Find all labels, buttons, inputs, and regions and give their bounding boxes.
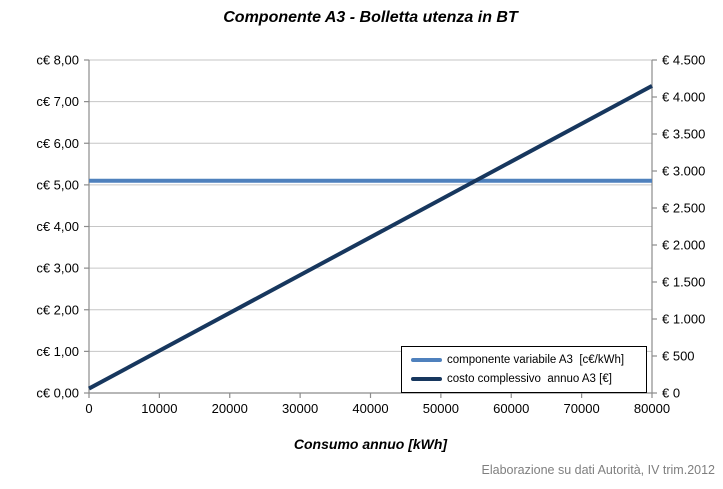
left-axis-tick-label: c€ 4,00 [36,219,79,234]
legend-label: componente variabile A3 [c€/kWh] [447,354,625,366]
right-axis-tick-label: € 0 [662,386,680,401]
left-axis-tick-label: c€ 3,00 [36,261,79,276]
x-axis-tick-label: 60000 [493,401,529,416]
left-axis-tick-label: c€ 2,00 [36,302,79,317]
left-axis-tick-label: c€ 7,00 [36,94,79,109]
left-axis-tick-label: c€ 5,00 [36,177,79,192]
left-axis-tick-label: c€ 0,00 [36,386,79,401]
right-axis-tick-label: € 3.500 [662,127,705,142]
x-axis-tick-label: 80000 [634,401,670,416]
right-axis-tick-label: € 1.000 [662,312,705,327]
legend-line-swatch [411,377,442,381]
x-axis-tick-label: 40000 [352,401,388,416]
right-axis-tick-label: € 4.000 [662,90,705,105]
left-axis-tick-label: c€ 8,00 [36,53,79,68]
legend-item: componente variabile A3 [c€/kWh] [411,354,642,366]
left-axis-tick-label: c€ 1,00 [36,344,79,359]
right-axis-tick-label: € 500 [662,349,695,364]
legend: componente variabile A3 [c€/kWh] costo co… [401,346,647,393]
x-axis-tick-label: 0 [85,401,92,416]
x-axis-title: Consumo annuo [kWh] [293,436,448,452]
source-note: Elaborazione su dati Autorità, IV trim.2… [481,463,715,477]
right-axis-tick-label: € 2.500 [662,201,705,216]
x-axis-tick-label: 20000 [212,401,248,416]
legend-line-swatch [411,358,442,362]
legend-label: costo complessivo annuo A3 [€] [447,373,612,385]
left-axis-tick-label: c€ 6,00 [36,136,79,151]
x-axis-tick-label: 30000 [282,401,318,416]
x-axis-tick-label: 10000 [141,401,177,416]
right-axis-tick-label: € 4.500 [662,53,705,68]
chart-title: Componente A3 - Bolletta utenza in BT [223,9,518,26]
legend-item: costo complessivo annuo A3 [€] [411,373,642,385]
x-axis-tick-label: 50000 [423,401,459,416]
series-line-costo-complessivo [88,84,653,391]
right-axis-tick-label: € 3.000 [662,164,705,179]
x-axis-tick-label: 70000 [564,401,600,416]
right-axis-tick-label: € 1.500 [662,275,705,290]
right-axis-tick-label: € 2.000 [662,238,705,253]
